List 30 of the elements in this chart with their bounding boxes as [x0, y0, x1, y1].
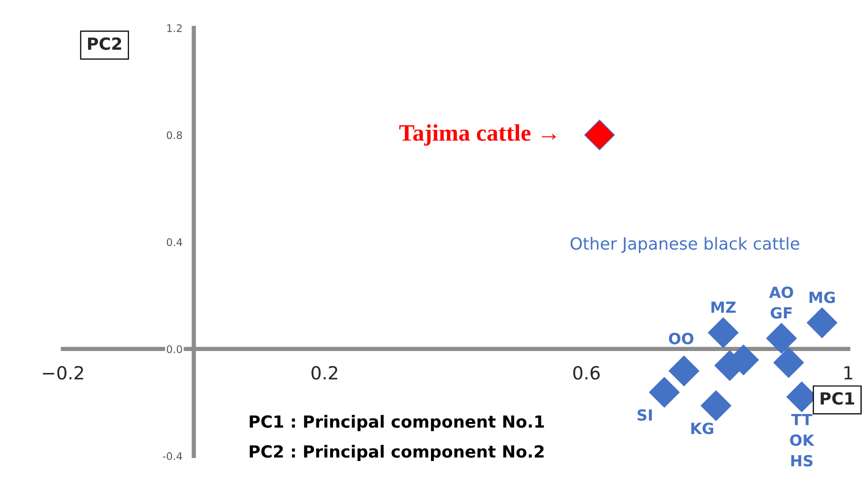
x-tick-label: 0.2 — [312, 366, 338, 380]
x-tick-label: 1 — [844, 366, 852, 380]
point — [708, 317, 739, 348]
x-tick-label: 0.6 — [573, 366, 600, 380]
annotation: KG — [691, 422, 714, 434]
point — [806, 307, 838, 338]
y-tick-label: -0.4 — [162, 452, 182, 460]
y-tick-label: 1.2 — [167, 24, 182, 32]
annotation: OO — [668, 332, 694, 344]
point — [649, 376, 680, 408]
x-tick-label: −0.2 — [42, 366, 84, 380]
y-axis-title: PC2 — [88, 37, 122, 50]
annotation: PC1 : Principal component No.1 — [250, 414, 544, 432]
point — [766, 322, 797, 354]
annotation: Other Japanese black cattle — [570, 236, 800, 254]
annotation: AO GF — [769, 286, 794, 319]
annotation: MZ — [711, 302, 736, 313]
annotation: MG — [810, 292, 835, 304]
annotation: Tajima cattle → — [399, 124, 556, 146]
annotation: SI — [638, 409, 652, 421]
x-axis-title: PC1 — [820, 392, 854, 405]
point — [668, 356, 700, 386]
y-tick-label: 0.0 — [166, 345, 182, 354]
point — [773, 347, 804, 378]
annotation: TT OK HS — [790, 414, 815, 467]
annotation: PC2 : Principal component No.2 — [250, 444, 544, 462]
y-tick-label: 0.4 — [166, 238, 182, 246]
y-tick-label: 0.8 — [166, 131, 182, 140]
point — [700, 390, 732, 421]
point — [584, 120, 615, 150]
